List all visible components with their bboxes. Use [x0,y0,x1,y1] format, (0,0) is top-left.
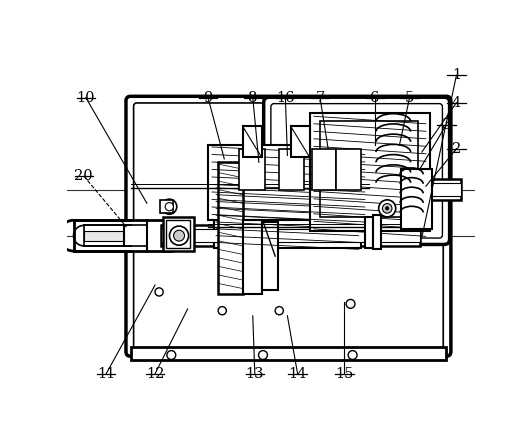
Text: 13: 13 [245,367,264,381]
Text: 11: 11 [97,367,115,381]
Bar [208,145,369,220]
Bar [310,113,430,230]
Circle shape [155,288,163,296]
FancyBboxPatch shape [126,96,451,356]
Text: 16: 16 [276,90,295,105]
Circle shape [259,350,267,359]
Circle shape [348,350,357,359]
Text: 2: 2 [452,142,461,155]
Circle shape [346,299,355,308]
Text: 4: 4 [452,96,461,109]
Bar [84,230,124,241]
Text: 12: 12 [146,367,164,381]
Text: 8: 8 [248,90,258,105]
Text: 14: 14 [288,367,307,381]
Bar [312,149,336,190]
Bar [373,215,381,249]
Bar [214,186,361,248]
Bar [160,200,172,214]
Bar [74,220,171,251]
Bar [402,169,432,229]
Text: 15: 15 [335,367,353,381]
Circle shape [169,226,189,245]
Bar [161,229,420,242]
Bar [161,225,420,246]
Text: 9: 9 [203,90,213,105]
Bar [167,220,190,248]
Bar [239,149,265,190]
Bar [218,162,243,294]
Bar [243,220,262,294]
Bar [262,222,278,290]
Bar [365,217,373,248]
Text: 3: 3 [442,118,451,132]
Circle shape [162,199,177,214]
Bar [371,183,461,196]
Circle shape [379,200,396,217]
Bar [290,127,310,157]
Bar [279,149,304,190]
Circle shape [275,307,284,315]
Circle shape [386,207,389,210]
Bar [131,346,446,360]
Text: 6: 6 [370,90,380,105]
Text: 1: 1 [452,68,461,82]
Circle shape [382,204,392,213]
Text: 5: 5 [405,90,414,105]
Circle shape [174,230,185,241]
Bar [336,149,361,190]
Bar [84,225,147,246]
Text: 7: 7 [315,90,325,105]
Circle shape [218,307,226,315]
Bar [371,179,461,200]
Text: 20: 20 [75,169,93,183]
Bar [243,127,262,157]
FancyBboxPatch shape [263,97,450,245]
Bar [163,217,194,251]
Text: 10: 10 [77,90,95,105]
Circle shape [165,202,174,211]
Circle shape [167,350,176,359]
Bar [320,121,418,217]
